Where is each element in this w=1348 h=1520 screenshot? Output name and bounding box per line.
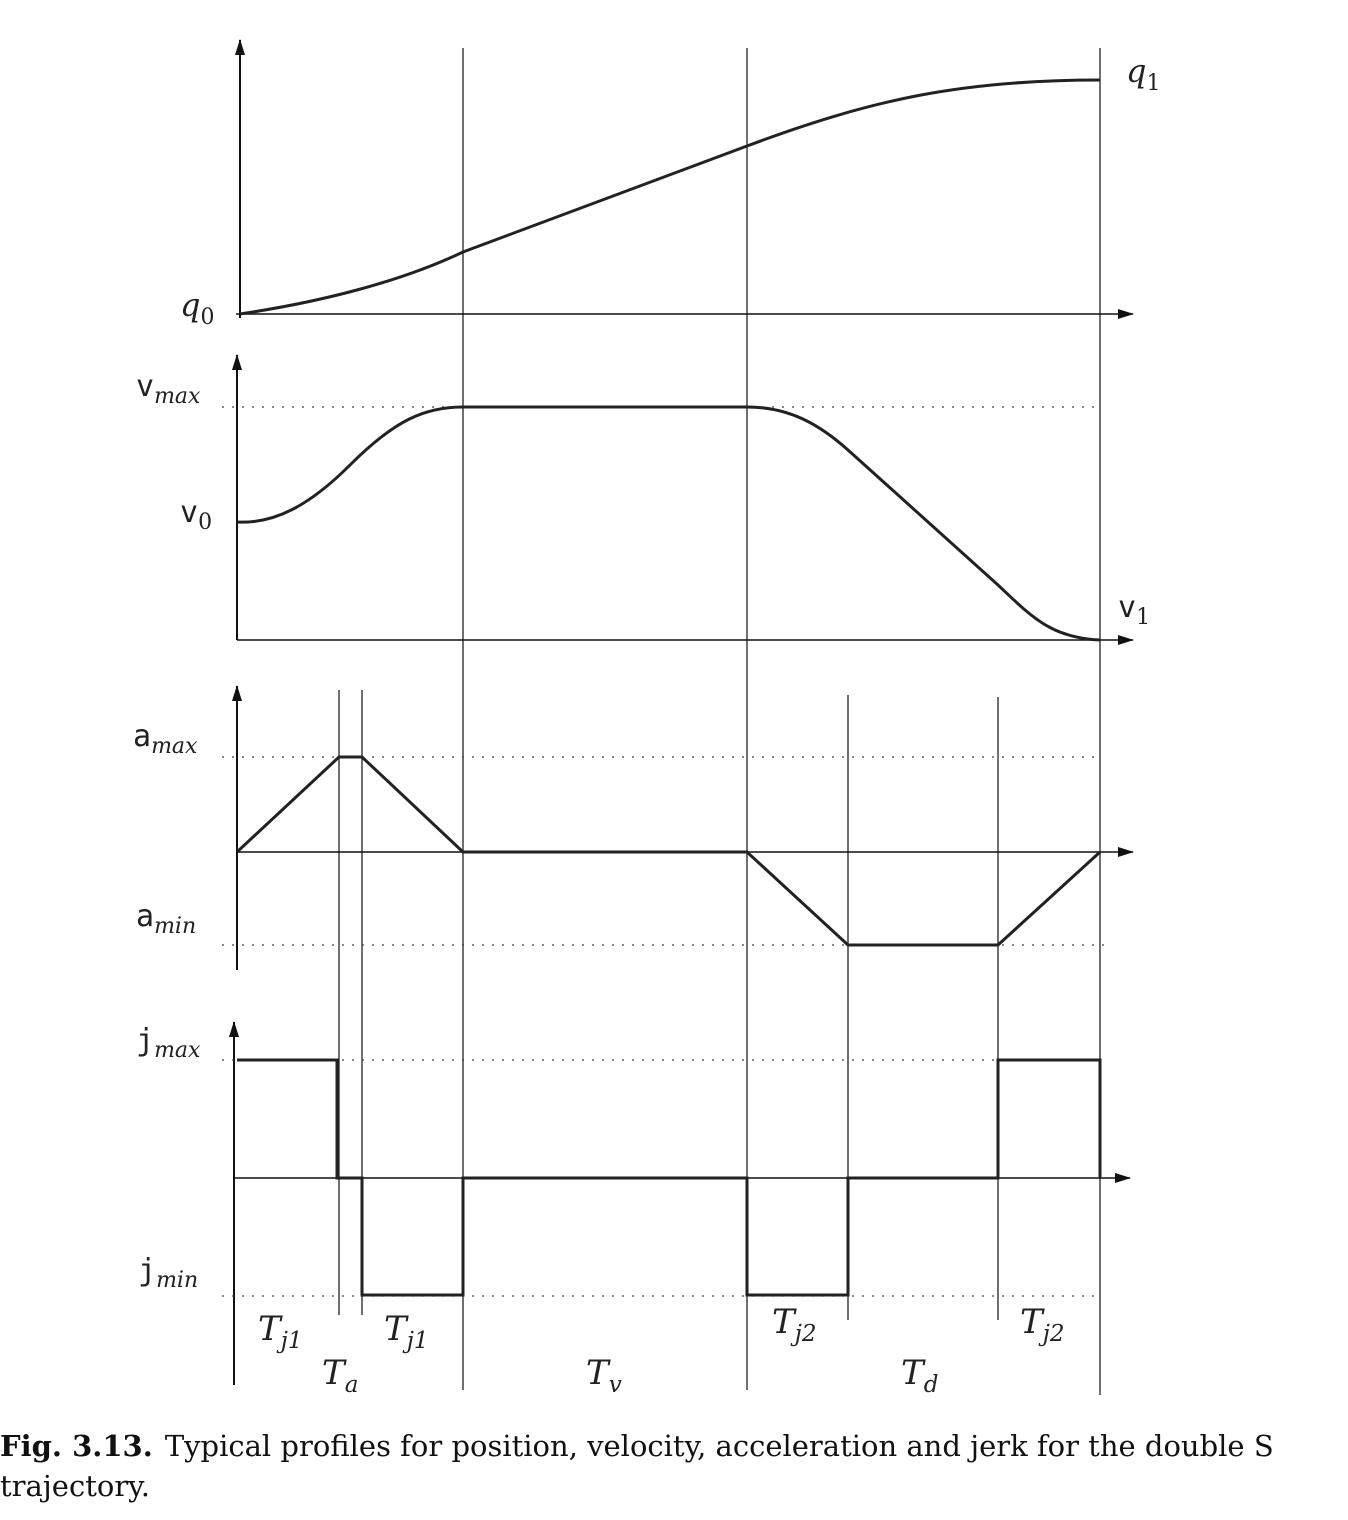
position-curve [239, 78, 1101, 316]
jerk-panel: jmax jmin [136, 1021, 1131, 1385]
tv-label: Tv [586, 1353, 622, 1398]
time-separator-lines [338, 48, 1101, 1395]
tj2-label-second: Tj2 [1020, 1302, 1064, 1347]
tj2-label-first: Tj2 [772, 1302, 816, 1347]
caption-text: Typical profiles for position, velocity,… [0, 1429, 1274, 1503]
amin-label: amin [136, 899, 196, 939]
interval-labels: Tj1 Tj1 Tj2 Tj2 Ta Tv Td [258, 1302, 1064, 1398]
jmin-label: jmin [138, 1253, 198, 1293]
q0-label: q0 [180, 286, 214, 330]
acceleration-panel: amax amin [133, 685, 1134, 970]
acceleration-curve [235, 755, 1102, 947]
figure-number: Fig. 3.13. [0, 1429, 153, 1463]
double-s-trajectory-figure: q0 q1 vmax v0 v1 amax amin jmax jmin Tj1… [133, 39, 1160, 1398]
td-label: Td [901, 1353, 938, 1398]
velocity-panel: vmax v0 v1 [136, 354, 1150, 645]
vmax-label: vmax [136, 369, 201, 409]
tj1-label-second: Tj1 [384, 1309, 428, 1354]
velocity-curve [236, 405, 1101, 642]
v1-label: v1 [1118, 590, 1150, 630]
tj1-label-first: Tj1 [258, 1309, 302, 1354]
figure-caption: Fig. 3.13. Typical profiles for position,… [0, 1426, 1348, 1506]
v0-label: v0 [180, 495, 212, 535]
ta-label: Ta [322, 1353, 358, 1398]
position-panel: q0 q1 [180, 39, 1160, 330]
jerk-curve [237, 1058, 1102, 1297]
q1-label: q1 [1126, 52, 1160, 96]
jmax-label: jmax [136, 1023, 201, 1063]
amax-label: amax [133, 719, 198, 759]
